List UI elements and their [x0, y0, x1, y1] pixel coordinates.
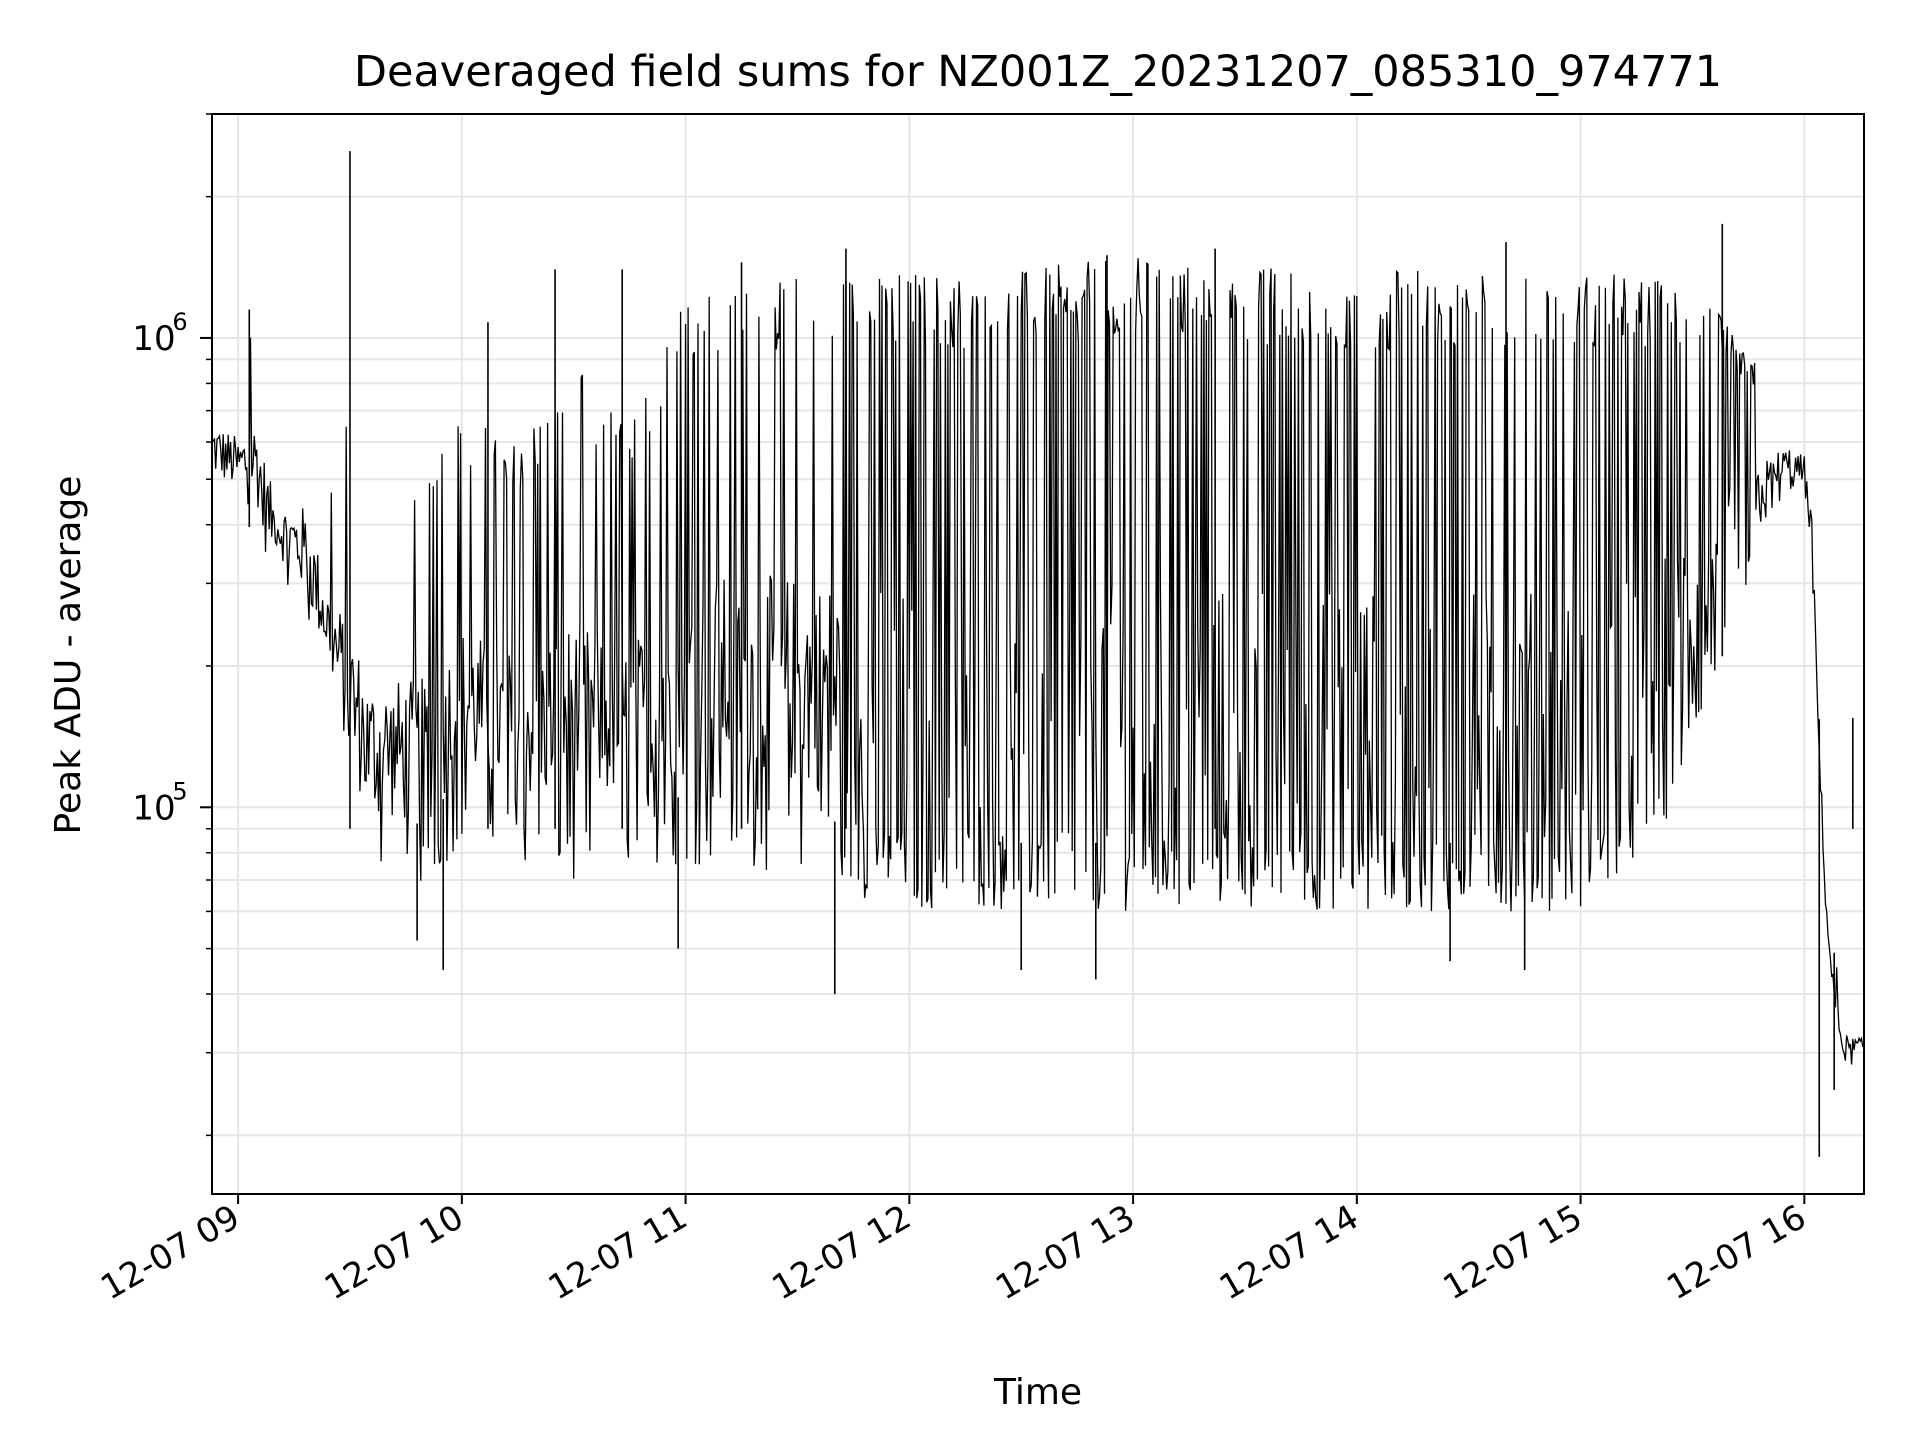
y-axis-label: Peak ADU - average	[48, 476, 89, 835]
y-tick-label: 10	[132, 788, 175, 828]
plot-frame	[211, 113, 1865, 1195]
data-series	[211, 151, 1865, 1157]
x-axis-label: Time	[993, 1372, 1082, 1413]
y-tick-label: 10	[132, 319, 175, 359]
y-tick-label-exponent: 6	[172, 308, 187, 336]
y-tick-label-exponent: 5	[172, 777, 187, 805]
chart-title: Deaveraged field sums for NZ001Z_2023120…	[354, 47, 1722, 97]
